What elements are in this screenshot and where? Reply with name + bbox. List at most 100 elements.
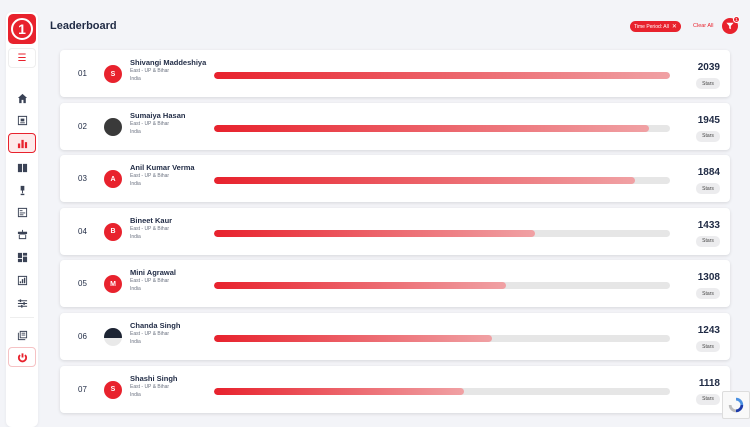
sidebar-item-profile[interactable] [8,110,36,130]
rank-number: 05 [78,279,87,289]
dashboard-icon [17,252,27,262]
score-progress-bar [214,177,670,185]
score-value: 1884 [697,167,720,179]
participant-country: India [130,286,141,293]
participant-info: Bineet Kaur East - UP & Bihar India [130,216,210,241]
participant-info: Mini Agrawal East - UP & Bihar India [130,268,210,293]
sidebar-item-awards[interactable] [8,180,36,200]
participant-name[interactable]: Shivangi Maddeshiya [130,58,207,67]
participant-region: East - UP & Bihar [130,173,170,180]
leaderboard-row[interactable]: 07 S Shashi Singh East - UP & Bihar India 111… [60,365,730,413]
leaderboard-row[interactable]: 01 S Shivangi Maddeshiya East - UP & Bihar I… [60,50,730,97]
time-period-filter-chip[interactable]: Time Period: All ✕ [630,21,681,32]
logo-mark: 1 [11,18,33,40]
participant-name[interactable]: Anil Kumar Verma [130,163,195,173]
score-progress-fill [214,282,507,290]
book-icon [17,163,27,172]
sidebar-item-reports[interactable] [8,270,36,290]
score-value: 1243 [697,325,720,336]
stars-unit-pill: Stars [696,288,720,300]
hamburger-icon: ☰ [17,52,27,64]
sidebar-item-leaderboard[interactable] [8,133,36,153]
score-value: 1945 [697,114,720,126]
score-progress-bar [214,282,670,290]
participant-country: India [130,391,141,398]
sidebar-item-library[interactable] [8,325,36,345]
rank-number: 06 [78,332,87,341]
leaderboard-row[interactable]: 05 M Mini Agrawal East - UP & Bihar India 130… [60,260,730,308]
rank-number: 02 [78,121,87,131]
contact-card-icon [17,115,27,125]
page-title: Leaderboard [50,20,117,32]
leaderboard-row[interactable]: 04 B Bineet Kaur East - UP & Bihar India 1433… [60,207,730,255]
participant-info: Sumaiya Hasan East - UP & Bihar India [130,111,210,136]
participant-country: India [130,339,141,345]
score-progress-fill [214,229,535,237]
score-progress-bar [214,124,670,132]
stars-unit-pill: Stars [696,341,720,352]
sidebar-item-tasks[interactable] [8,202,36,222]
participant-region: East - UP & Bihar [130,331,170,337]
leaderboard-row[interactable]: 02 Sumaiya Hasan East - UP & Bihar India 194… [60,102,730,150]
avatar: B [104,222,122,241]
library-icon [17,330,27,340]
score-progress-fill [214,387,464,395]
clear-all-link[interactable]: Clear All [693,23,714,29]
sliders-icon [17,298,27,308]
participant-info: Anil Kumar Verma East - UP & Bihar India [130,163,210,188]
sidebar: 1 ☰ [6,12,38,427]
report-icon [17,275,27,285]
score-value: 1433 [697,219,720,231]
stars-unit-pill: Stars [696,393,720,405]
leaderboard-row[interactable]: 03 A Anil Kumar Verma East - UP & Bihar Indi… [60,155,730,203]
participant-name[interactable]: Mini Agrawal [130,268,176,278]
stars-unit-pill: Stars [696,235,720,247]
stars-unit-pill: Stars [696,183,720,195]
menu-toggle-button[interactable]: ☰ [8,48,36,68]
power-icon [17,352,27,362]
stars-unit-pill: Stars [696,130,720,142]
avatar: S [104,380,122,399]
close-icon[interactable]: ✕ [671,24,677,30]
participant-region: East - UP & Bihar [130,120,170,127]
score-value: 2039 [697,62,720,73]
gift-icon [17,229,27,239]
logout-button[interactable] [8,347,36,367]
sidebar-item-learning[interactable] [8,157,36,177]
bar-chart-icon [17,139,27,148]
recaptcha-icon [728,397,744,413]
avatar: M [104,275,122,294]
avatar: A [104,170,122,189]
sidebar-item-rewards[interactable] [8,224,36,244]
sidebar-item-home[interactable] [8,88,36,108]
participant-info: Chanda Singh East - UP & Bihar India [130,321,210,346]
participant-name[interactable]: Shashi Singh [130,373,178,383]
filter-count-badge: 1 [733,16,740,23]
rank-number: 07 [78,384,87,394]
leaderboard-row[interactable]: 06 Chanda Singh East - UP & Bihar India 1243… [60,313,730,360]
avatar [104,328,122,346]
score-value: 1308 [697,272,720,284]
participant-name[interactable]: Sumaiya Hasan [130,110,186,120]
participant-info: Shashi Singh East - UP & Bihar India [130,374,210,399]
score-progress-fill [214,72,670,79]
participant-country: India [130,233,141,240]
participant-region: East - UP & Bihar [130,278,170,285]
score-progress-bar [214,72,670,79]
score-progress-fill [214,177,636,185]
score-progress-bar [214,335,670,342]
sidebar-item-dashboard[interactable] [8,247,36,267]
filter-chip-label: Time Period: All [634,23,669,30]
participant-info: Shivangi Maddeshiya East - UP & Bihar Indi… [130,58,210,83]
score-progress-bar [214,387,670,395]
recaptcha-badge[interactable] [722,391,750,419]
rank-number: 01 [78,69,87,78]
rank-number: 04 [78,226,87,236]
sidebar-item-settings[interactable] [8,293,36,313]
participant-country: India [130,128,141,135]
participant-name[interactable]: Bineet Kaur [130,215,173,225]
checklist-icon [17,207,27,217]
app-logo[interactable]: 1 [8,14,36,44]
participant-country: India [130,181,141,188]
participant-name[interactable]: Chanda Singh [130,321,181,330]
